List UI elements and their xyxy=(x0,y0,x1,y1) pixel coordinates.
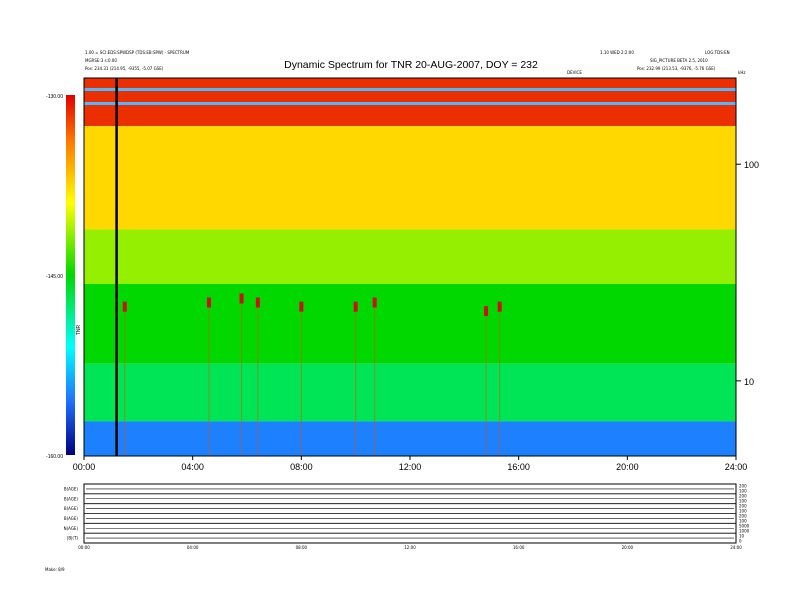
event-mark-0 xyxy=(122,301,127,312)
event-mark-5 xyxy=(353,301,358,312)
panel-x-tick-4: 16:00 xyxy=(513,545,525,550)
header-right-line3: Pos: 232.99 (213.53, -9376, -5.76 GSE) xyxy=(637,66,716,71)
colorbar xyxy=(66,95,75,455)
event-mark-7 xyxy=(484,306,489,317)
panel-x-tick-6: 24:00 xyxy=(730,545,742,550)
panel-right-tick-3: 100 xyxy=(739,499,747,504)
panel-x-tick-2: 08:00 xyxy=(296,545,308,550)
y-tick-label-1: 10 xyxy=(744,377,754,387)
footer-text: Make: 8/9 xyxy=(45,567,65,572)
band-stripe-0 xyxy=(84,88,736,91)
panel-right-tick-5: 100 xyxy=(739,509,747,514)
x-tick-label-2: 08:00 xyxy=(290,462,313,472)
panel-right-tick-10: 10 xyxy=(739,534,745,539)
lower-panels: B(AGE)B(AGE)B(AGE)B(AGE)N(AGE)|B|(T)2001… xyxy=(64,483,750,550)
colorbar-tick-top: -130.00 xyxy=(46,94,63,100)
panel-label-3: B(AGE) xyxy=(64,516,79,521)
panel-right-tick-0: 200 xyxy=(739,484,747,489)
panel-label-0: B(AGE) xyxy=(64,486,79,491)
header-left-line2: MGRSE:3 s:0.00 xyxy=(85,58,117,63)
y-axis-right: 100 10 xyxy=(736,160,759,387)
x-tick-label-1: 04:00 xyxy=(181,462,204,472)
colorbar-label: TNR xyxy=(76,324,82,335)
panel-right-tick-6: 200 xyxy=(739,514,747,519)
panel-x-tick-5: 20:00 xyxy=(622,545,634,550)
panel-label-2: B(AGE) xyxy=(64,506,79,511)
panel-label-5: |B|(T) xyxy=(67,536,78,541)
band-3 xyxy=(84,283,736,364)
panel-right-tick-2: 200 xyxy=(739,494,747,499)
colorbar-tick-mid: -145.00 xyxy=(46,274,63,280)
panel-right-tick-8: 5000 xyxy=(739,524,750,529)
header-right-line2: SIG_PICTURE BETA 2.5, 2010 xyxy=(650,58,708,63)
header-left-line1: 1.00 = SCI:EDS:SPWDSP (TDS:EB:SPW) - SPE… xyxy=(85,50,190,55)
panel-right-tick-11: 0 xyxy=(739,539,742,544)
panel-label-1: B(AGE) xyxy=(64,496,79,501)
panel-right-tick-7: 100 xyxy=(739,519,747,524)
header-right-corner: LOG:TDS:EN xyxy=(705,50,730,55)
colorbar-tick-bottom: -160.00 xyxy=(46,454,63,460)
band-4 xyxy=(84,363,736,422)
event-mark-8 xyxy=(497,301,502,312)
event-mark-3 xyxy=(255,297,260,308)
panel-right-tick-4: 200 xyxy=(739,504,747,509)
x-tick-label-4: 16:00 xyxy=(507,462,530,472)
x-tick-label-0: 00:00 xyxy=(73,462,96,472)
panel-right-tick-9: 1000 xyxy=(739,529,750,534)
x-tick-label-5: 20:00 xyxy=(616,462,639,472)
header-right-line1: 1.10 WED 2:2:00 xyxy=(600,50,634,55)
event-mark-4 xyxy=(299,301,304,312)
chart-title: Dynamic Spectrum for TNR 20-AUG-2007, DO… xyxy=(284,59,538,71)
y-tick-label-0: 100 xyxy=(744,160,759,170)
units-label: kHz xyxy=(738,70,745,75)
event-mark-6 xyxy=(372,297,377,308)
event-mark-2 xyxy=(239,293,244,304)
panel-x-tick-1: 04:00 xyxy=(187,545,199,550)
spectrogram xyxy=(84,78,736,456)
header-left-line3: Pos: 234.31 (214.95, -9355, -5.07 GSE) xyxy=(85,66,164,71)
panel-right-tick-1: 100 xyxy=(739,489,747,494)
panel-x-tick-3: 12:00 xyxy=(404,545,416,550)
band-2 xyxy=(84,229,736,284)
band-5 xyxy=(84,421,736,456)
x-axis: 00:00 04:00 08:00 12:00 16:00 20:00 24:00 xyxy=(73,456,748,472)
band-stripe-1 xyxy=(84,102,736,105)
event-mark-1 xyxy=(206,297,211,308)
panel-x-tick-0: 00:00 xyxy=(78,545,90,550)
band-1 xyxy=(84,126,736,230)
panel-label-4: N(AGE) xyxy=(64,526,79,531)
x-tick-label-6: 24:00 xyxy=(725,462,748,472)
x-tick-label-3: 12:00 xyxy=(399,462,422,472)
header-center-small: DEVICE xyxy=(567,70,582,75)
